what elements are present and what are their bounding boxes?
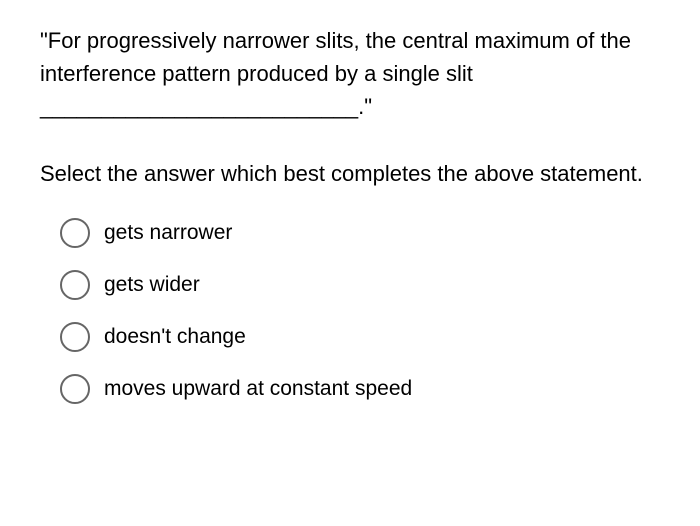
option-label: gets narrower — [104, 221, 232, 245]
option-row[interactable]: moves upward at constant speed — [60, 374, 660, 404]
option-label: moves upward at constant speed — [104, 377, 412, 401]
options-group: gets narrower gets wider doesn't change … — [40, 218, 660, 404]
option-row[interactable]: gets wider — [60, 270, 660, 300]
question-prompt: "For progressively narrower slits, the c… — [40, 24, 660, 123]
radio-icon[interactable] — [60, 374, 90, 404]
option-label: doesn't change — [104, 325, 246, 349]
question-instruction: Select the answer which best completes t… — [40, 157, 660, 190]
option-row[interactable]: gets narrower — [60, 218, 660, 248]
radio-icon[interactable] — [60, 322, 90, 352]
option-row[interactable]: doesn't change — [60, 322, 660, 352]
option-label: gets wider — [104, 273, 200, 297]
radio-icon[interactable] — [60, 218, 90, 248]
radio-icon[interactable] — [60, 270, 90, 300]
